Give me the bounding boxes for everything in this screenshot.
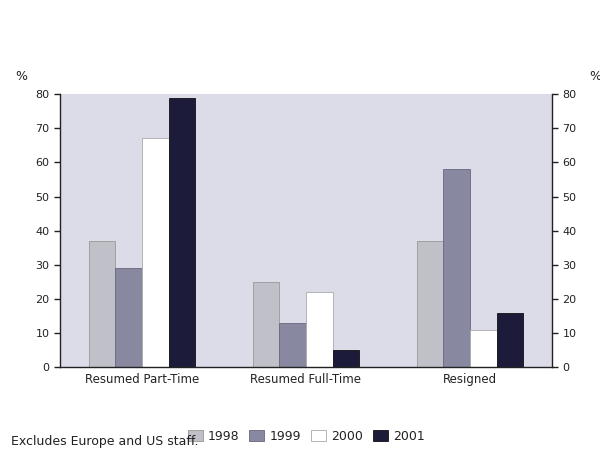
Bar (89, 241, 115, 367)
Bar (443, 169, 470, 367)
Bar (115, 268, 142, 367)
Bar (142, 139, 169, 367)
Bar (169, 97, 196, 367)
Text: Women Completing Parental Leave: Women Completing Parental Leave (11, 17, 365, 36)
Bar (306, 292, 332, 367)
Text: Excludes Europe and US staff.: Excludes Europe and US staff. (11, 435, 198, 448)
Bar (280, 323, 306, 367)
Bar (497, 313, 523, 367)
Text: %: % (589, 70, 600, 83)
Bar (470, 330, 497, 367)
Legend: 1998, 1999, 2000, 2001: 1998, 1999, 2000, 2001 (188, 430, 424, 443)
Bar (416, 241, 443, 367)
Bar (332, 350, 359, 367)
Bar (253, 282, 280, 367)
Text: Year to 30 June: Year to 30 June (11, 55, 100, 67)
Text: %: % (16, 70, 28, 83)
